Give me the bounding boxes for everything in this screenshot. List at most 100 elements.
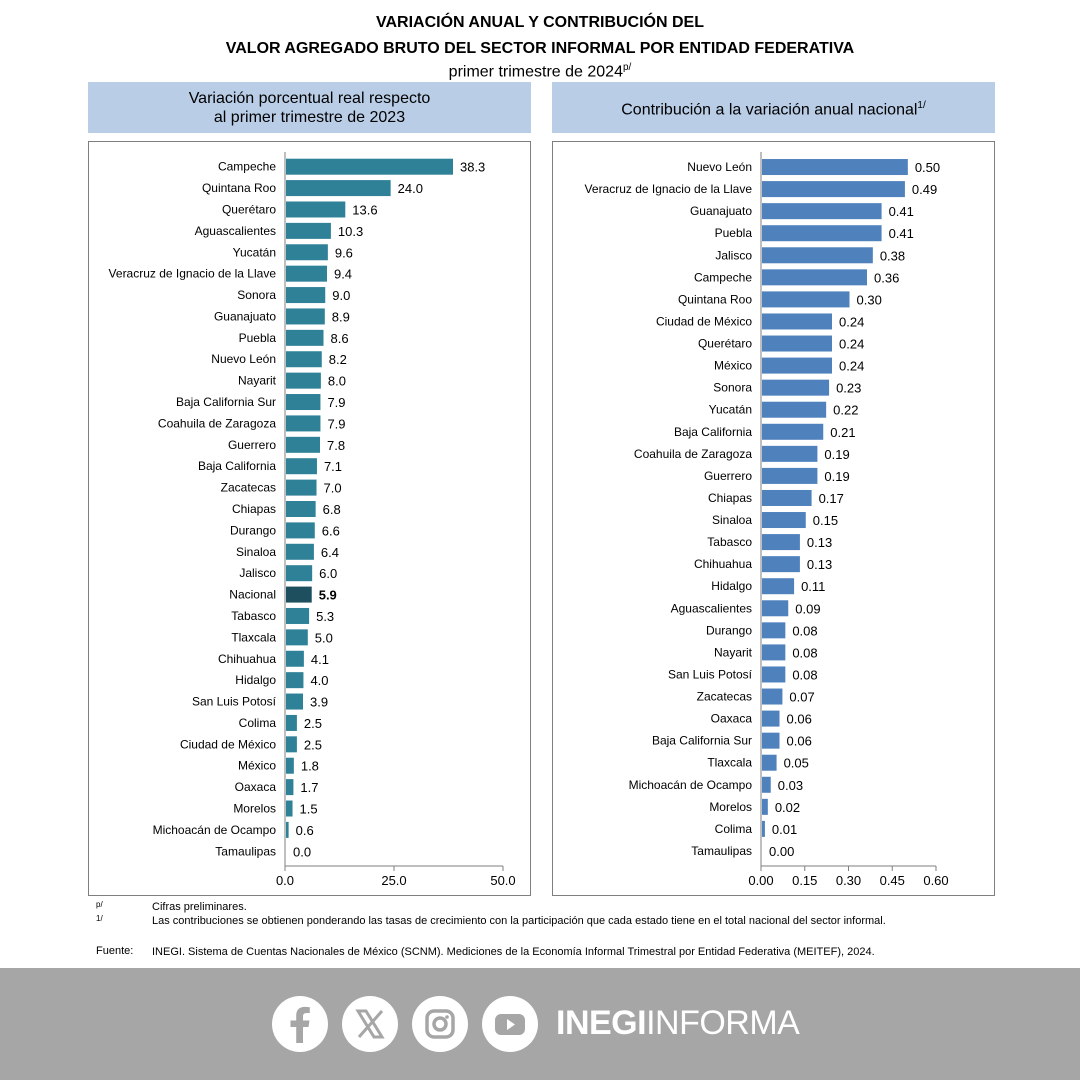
bar: [762, 423, 824, 440]
category-label: Morelos: [709, 800, 752, 814]
right-panel-title-mark: 1/: [917, 99, 926, 111]
category-label: Coahuila de Zaragoza: [158, 416, 276, 430]
right-panel-header: Contribución a la variación anual nacion…: [552, 82, 995, 133]
bar: [762, 379, 830, 396]
value-label: 0.41: [889, 204, 914, 219]
category-label: Colima: [239, 716, 277, 730]
bar: [286, 800, 293, 817]
category-label: Zacatecas: [221, 481, 276, 495]
category-label: Chihuahua: [218, 652, 276, 666]
value-label: 0.01: [772, 822, 797, 837]
category-label: Tabasco: [707, 535, 752, 549]
bar: [286, 714, 297, 731]
value-label: 7.1: [324, 459, 342, 474]
bar: [286, 372, 321, 389]
left-panel-title-line1: Variación porcentual real respecto: [188, 89, 431, 107]
value-label: 0.02: [775, 800, 800, 815]
value-label: 0.19: [824, 447, 849, 462]
subtitle-text: primer trimestre de 2024: [448, 63, 623, 81]
bar: [286, 222, 331, 239]
value-label: 10.3: [338, 224, 363, 239]
value-label: 13.6: [352, 202, 377, 217]
category-label: Veracruz de Ignacio de la Llave: [109, 267, 277, 281]
value-label: 0.0: [293, 844, 311, 859]
bar: [286, 565, 313, 582]
bar: [762, 534, 800, 551]
value-label: 1.5: [300, 802, 318, 817]
bar: [762, 556, 800, 573]
category-label: Querétaro: [698, 337, 752, 351]
category-label: Campeche: [694, 270, 752, 284]
category-label: San Luis Potosí: [192, 695, 277, 709]
value-label: 0.13: [807, 535, 832, 550]
value-label: 8.2: [329, 352, 347, 367]
value-label: 2.5: [304, 737, 322, 752]
bar: [286, 308, 325, 325]
value-label: 38.3: [460, 160, 485, 175]
value-label: 0.24: [839, 337, 864, 352]
value-label: 0.05: [784, 756, 809, 771]
bar: [762, 512, 806, 529]
bar: [762, 600, 789, 617]
category-label: Guanajuato: [214, 309, 276, 323]
x-tick-label: 0.15: [792, 873, 817, 888]
category-label: Nacional: [229, 588, 276, 602]
category-label: Quintana Roo: [678, 292, 752, 306]
category-label: Oaxaca: [711, 712, 753, 726]
value-label: 0.00: [769, 844, 794, 859]
category-label: Sinaloa: [712, 513, 752, 527]
bar: [762, 489, 812, 506]
value-label: 7.9: [327, 416, 345, 431]
value-label: 5.3: [316, 609, 334, 624]
category-label: Sonora: [713, 381, 752, 395]
instagram-icon[interactable]: [412, 996, 468, 1052]
category-label: Guanajuato: [690, 204, 752, 218]
category-label: Baja California: [198, 459, 276, 473]
value-label: 0.08: [792, 645, 817, 660]
bar: [286, 629, 308, 646]
x-icon[interactable]: [342, 996, 398, 1052]
bar: [762, 357, 832, 374]
category-label: Nuevo León: [211, 352, 276, 366]
chart-subtitle: primer trimestre de 2024p/: [0, 62, 1080, 81]
category-label: Jalisco: [239, 566, 276, 580]
category-label: Tlaxcala: [231, 630, 276, 644]
category-label: Baja California Sur: [176, 395, 276, 409]
bar: [762, 710, 780, 727]
note-mark-contributions: 1/: [96, 914, 103, 923]
category-label: Coahuila de Zaragoza: [634, 447, 752, 461]
value-label: 6.4: [321, 545, 339, 560]
bar: [762, 159, 908, 176]
value-label: 6.6: [322, 523, 340, 538]
bar: [286, 757, 294, 774]
category-label: Sinaloa: [236, 545, 276, 559]
left-panel-header: Variación porcentual real respecto al pri…: [88, 82, 531, 133]
category-label: Colima: [715, 822, 753, 836]
bar: [286, 736, 297, 753]
bar: [762, 401, 827, 418]
youtube-icon[interactable]: [482, 996, 538, 1052]
x-tick-label: 25.0: [381, 873, 406, 888]
value-label: 0.24: [839, 314, 864, 329]
value-label: 0.06: [787, 712, 812, 727]
value-label: 0.30: [857, 292, 882, 307]
bar: [762, 644, 786, 661]
value-label: 3.9: [310, 695, 328, 710]
x-tick-label: 0.30: [836, 873, 861, 888]
bar: [286, 522, 315, 539]
facebook-icon[interactable]: [272, 996, 328, 1052]
category-label: Guerrero: [704, 469, 752, 483]
value-label: 7.0: [324, 481, 342, 496]
category-label: Tabasco: [231, 609, 276, 623]
category-label: Durango: [706, 623, 752, 637]
bar: [762, 291, 850, 308]
value-label: 0.06: [787, 734, 812, 749]
bar: [762, 776, 771, 793]
bar: [762, 247, 873, 264]
category-label: Puebla: [715, 226, 753, 240]
bar: [286, 458, 317, 475]
value-label: 0.08: [792, 623, 817, 638]
category-label: Jalisco: [715, 248, 752, 262]
value-label: 9.0: [332, 288, 350, 303]
bar: [286, 180, 391, 197]
